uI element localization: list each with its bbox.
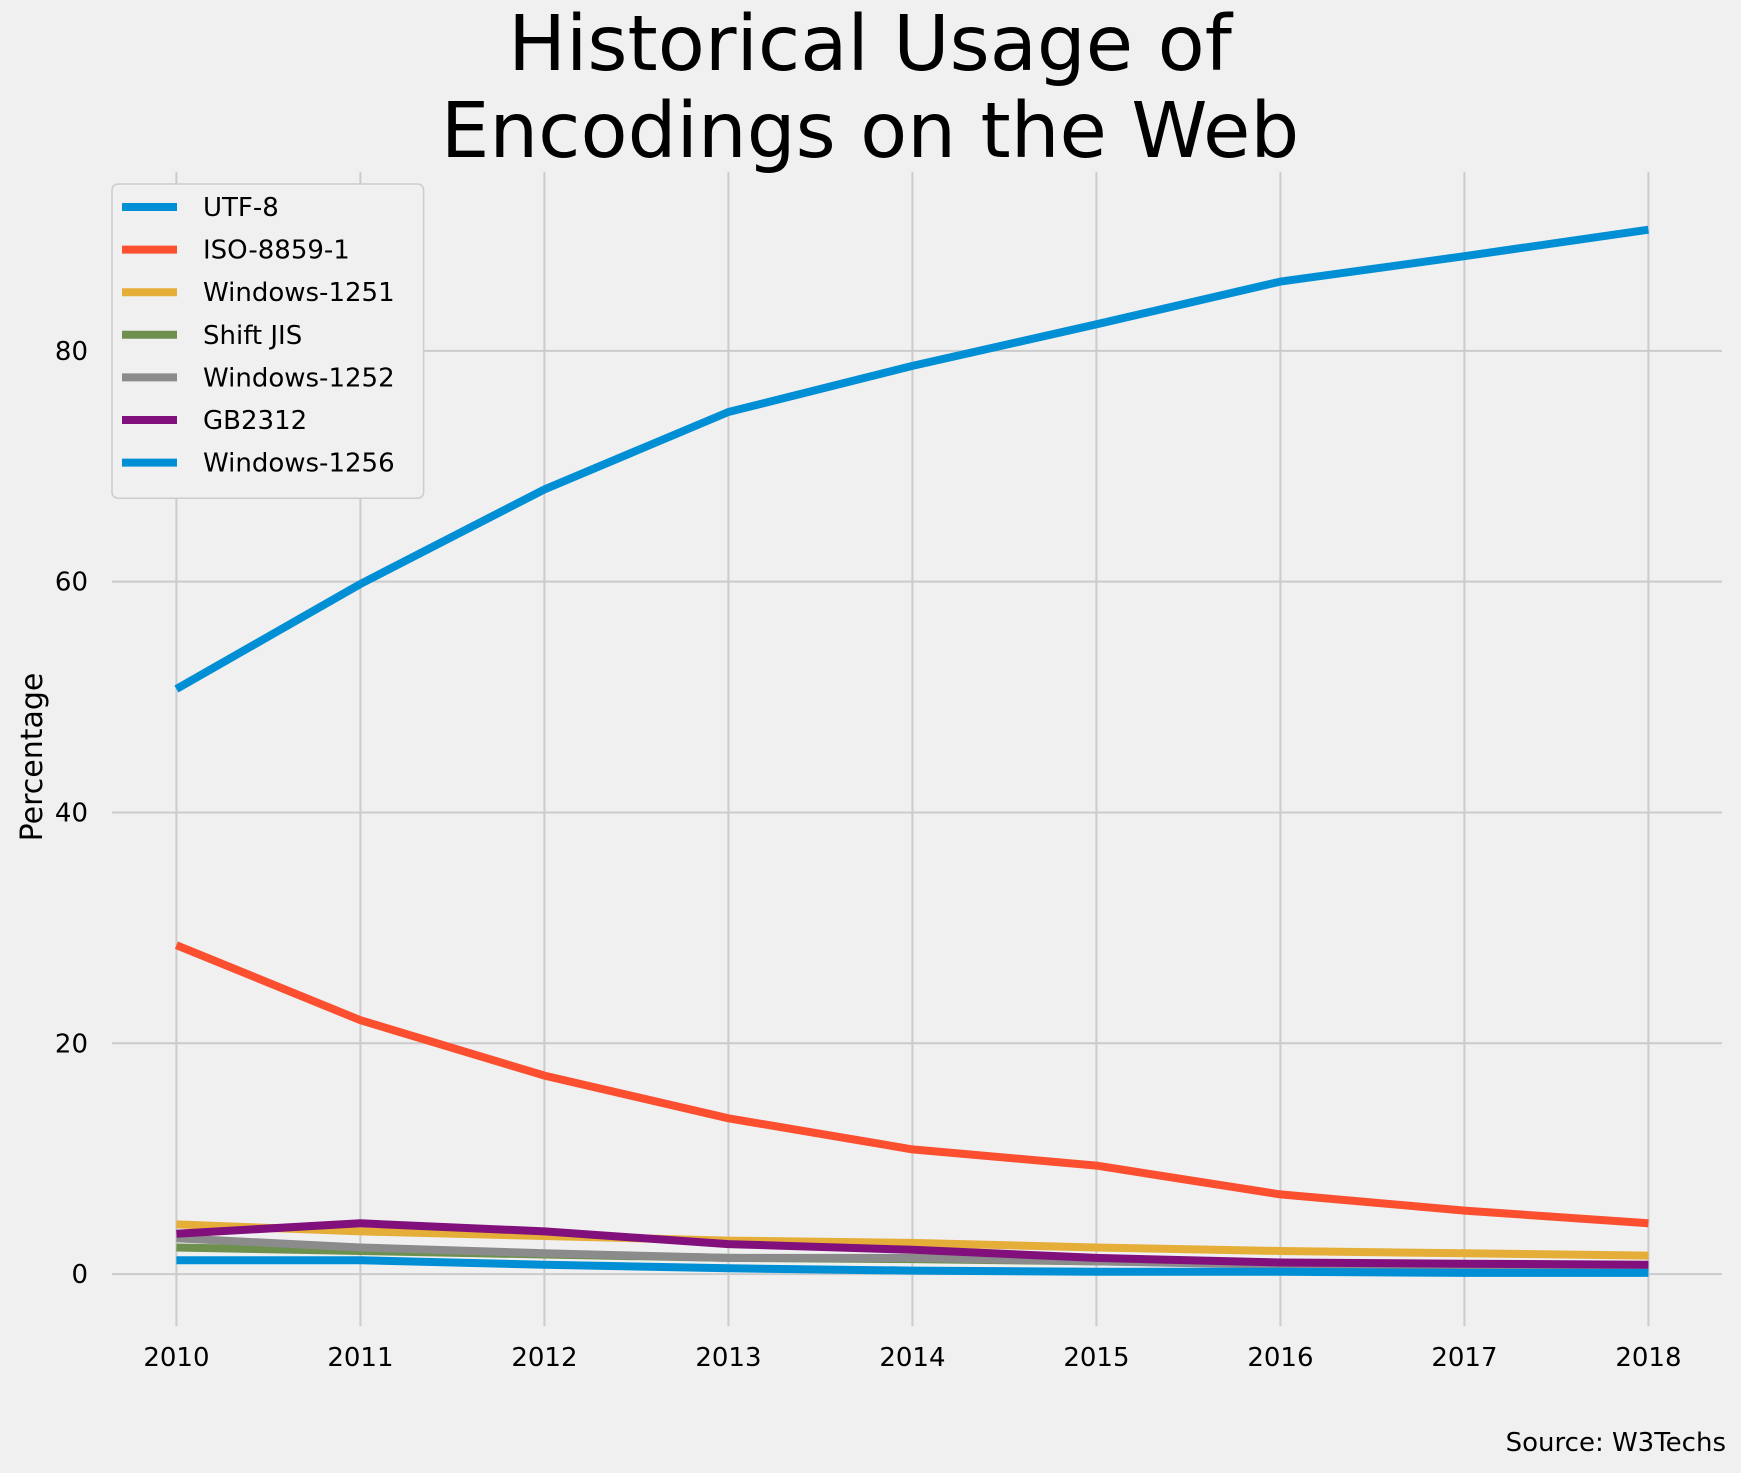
- x-tick-label: 2016: [1247, 1343, 1313, 1373]
- chart-title-line-1: Historical Usage of: [508, 0, 1234, 89]
- x-tick-label: 2012: [511, 1343, 577, 1373]
- y-axis-label: Percentage: [15, 673, 50, 842]
- tick-labels: 2010 2011 2012 2013 2014 2015 2016 2017 2018 0 20 4…: [55, 337, 1682, 1373]
- x-tick-label: 2018: [1615, 1343, 1681, 1373]
- legend-label: Shift JIS: [203, 321, 302, 351]
- chart-title-line-2: Encodings on the Web: [441, 87, 1300, 176]
- x-tick-label: 2013: [695, 1343, 761, 1373]
- x-tick-label: 2017: [1431, 1343, 1497, 1373]
- x-tick-label: 2014: [879, 1343, 945, 1373]
- chart-title: Historical Usage of Encodings on the Web: [441, 0, 1300, 176]
- y-tick-label: 60: [55, 568, 88, 598]
- source-note: Source: W3Techs: [1506, 1428, 1726, 1458]
- legend-label: ISO-8859-1: [203, 236, 350, 266]
- y-tick-label: 0: [71, 1260, 88, 1290]
- series-line-windows-1256: [176, 1256, 1649, 1277]
- x-tick-label: 2011: [327, 1343, 393, 1373]
- y-tick-label: 20: [55, 1029, 88, 1059]
- x-tick-label: 2015: [1063, 1343, 1129, 1373]
- series-line-utf-8: [174, 225, 1649, 693]
- legend: UTF-8 ISO-8859-1 Windows-1251 Shift JIS Wind…: [111, 183, 425, 499]
- y-tick-label: 80: [55, 337, 88, 367]
- legend-label: Windows-1256: [203, 449, 395, 479]
- legend-label: UTF-8: [203, 193, 279, 223]
- grid: [112, 172, 1722, 1326]
- legend-frame: [111, 183, 425, 499]
- legend-label: Windows-1252: [203, 363, 395, 393]
- legend-label: Windows-1251: [203, 278, 395, 308]
- series-line-iso-8859-1: [174, 941, 1649, 1228]
- y-tick-label: 40: [55, 798, 88, 828]
- series-line-gb2312: [176, 1219, 1649, 1269]
- x-tick-label: 2010: [143, 1343, 209, 1373]
- legend-label: GB2312: [203, 406, 307, 436]
- series-line-windows-1251: [176, 1220, 1649, 1260]
- series-lines: [174, 225, 1649, 1277]
